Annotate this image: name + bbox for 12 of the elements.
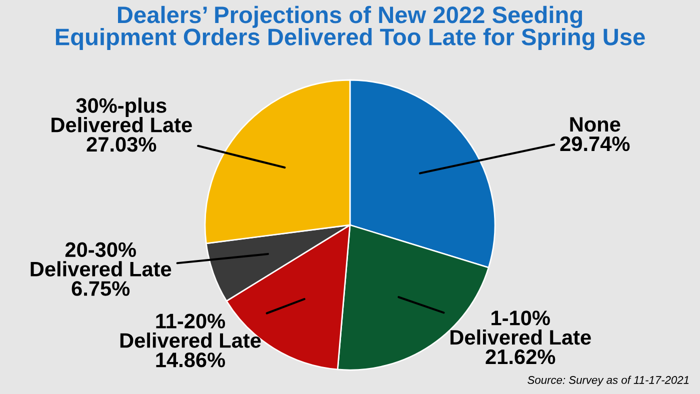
data-label: 21.62% — [486, 349, 556, 364]
slice-label: 30%-plus Delivered Late — [52, 98, 192, 132]
slice-label: 20-30% Delivered Late — [30, 242, 172, 276]
slice-label: 1-10% Delivered Late — [450, 310, 591, 345]
slice-label: None — [570, 117, 620, 132]
chart-title: Dealers’ Projections of New 2022 Seeding Equipment Orders Delivered Too Late for Spring Use — [56, 6, 645, 50]
data-label: 29.74% — [560, 136, 630, 152]
source-note: Source: Survey as of 11-17-2021 — [528, 376, 689, 386]
data-label: 14.86% — [156, 352, 226, 368]
slice-label: 11-20% Delivered Late — [120, 314, 261, 348]
data-label: 6.75% — [72, 281, 130, 296]
data-label: 27.03% — [86, 137, 156, 152]
